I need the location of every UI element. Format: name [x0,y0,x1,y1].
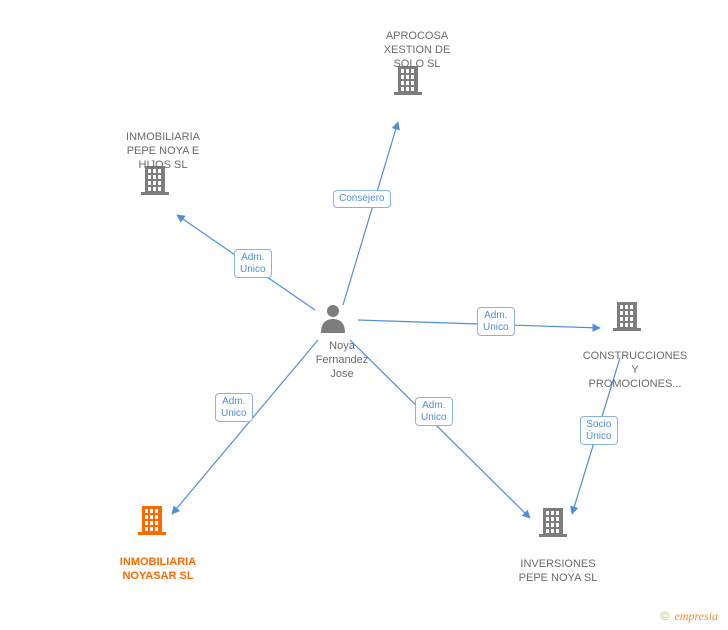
edge-label: Consejero [333,190,391,208]
footer-credit: © empresia [660,609,718,624]
node-label: APROCOSA XESTION DE SOLO SL [372,30,462,71]
person-icon [321,305,345,333]
node-label: CONSTRUCCIONES Y PROMOCIONES... [565,350,705,391]
brand-name: empresia [674,609,718,623]
edge-line [172,340,318,514]
building-icon [539,508,567,537]
copyright-symbol: © [660,609,669,623]
network-svg [0,0,728,630]
edge-line [343,122,398,305]
edge-line [350,340,530,518]
building-icon [138,506,166,535]
edge-label: Adm. Unico [234,249,272,278]
edge-label: Adm. Unico [415,397,453,426]
center-node-label: Noya Fernandez Jose [307,340,377,381]
node-label: INVERSIONES PEPE NOYA SL [503,558,613,586]
node-label: INMOBILIARIA NOYASAR SL [98,556,218,584]
building-icon [613,302,641,331]
edge-label: Adm. Unico [477,307,515,336]
edge-label: Adm. Unico [215,393,253,422]
node-label: INMOBILIARIA PEPE NOYA E HIJOS SL [113,131,213,172]
edge-label: Socio Único [580,416,618,445]
